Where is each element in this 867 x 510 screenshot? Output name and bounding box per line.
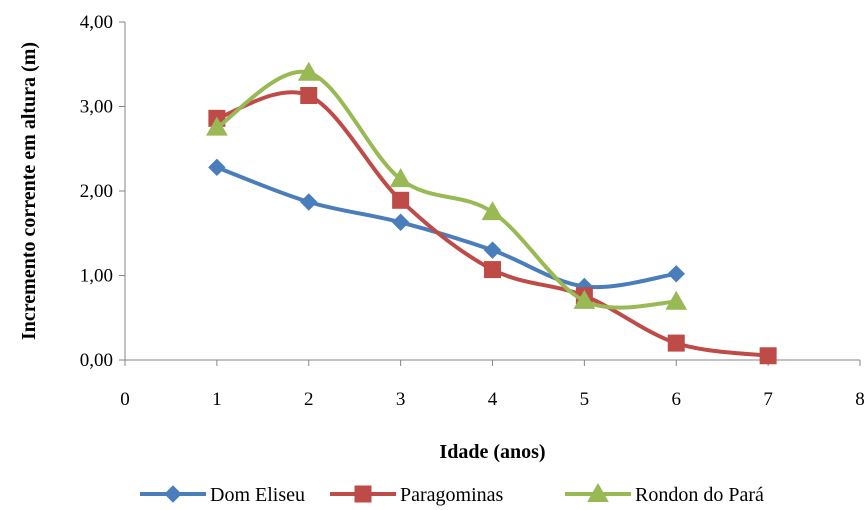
y-tick-label: 2,00: [80, 181, 113, 202]
data-point: [392, 191, 410, 209]
data-point: [206, 116, 228, 136]
axes: 0,00 1,00 2,00 3,00 4,00 0 1 2 3 4 5 6 7 8: [80, 12, 865, 410]
data-point: [665, 290, 688, 310]
data-point: [300, 193, 318, 211]
x-tick-label: 3: [396, 389, 406, 410]
legend-marker: [587, 482, 609, 502]
legend: Dom Eliseu Paragominas Rondon do Pará: [140, 482, 764, 506]
y-tick-label: 4,00: [80, 12, 113, 33]
legend-marker: [164, 485, 182, 503]
data-point: [208, 158, 226, 177]
data-point: [484, 261, 501, 279]
legend-item: Dom Eliseu: [140, 484, 305, 506]
series-rondon-do-pará: [206, 61, 688, 310]
legend-label: Rondon do Pará: [635, 484, 764, 506]
x-axis-title: Idade (anos): [439, 441, 545, 463]
data-point: [297, 61, 320, 81]
legend-label: Dom Eliseu: [210, 484, 305, 506]
series-line: [214, 69, 679, 310]
series-line: [214, 90, 771, 358]
y-axis-ticks: 0,00 1,00 2,00 3,00 4,00: [80, 12, 125, 371]
x-tick-label: 4: [488, 389, 498, 410]
data-point: [759, 347, 777, 365]
data-point: [483, 241, 502, 259]
data-point: [667, 265, 685, 283]
series-paragominas: [208, 87, 777, 365]
x-tick-label: 0: [120, 389, 130, 410]
data-point: [667, 334, 685, 352]
data-point: [300, 87, 318, 105]
data-point: [391, 213, 410, 231]
series-line: [214, 165, 679, 290]
legend-marker: [354, 485, 372, 503]
series-dom-eliseu: [208, 158, 685, 296]
y-axis-title: Incremento corrente em altura (m): [18, 42, 40, 340]
legend-item: Rondon do Pará: [565, 482, 764, 506]
y-tick-label: 3,00: [80, 97, 113, 118]
x-axis-ticks: 0 1 2 3 4 5 6 7 8: [120, 360, 865, 410]
plot-series: [206, 61, 777, 365]
data-point: [573, 289, 596, 309]
x-tick-label: 6: [672, 389, 682, 410]
data-point: [481, 201, 504, 221]
legend-label: Paragominas: [400, 484, 504, 506]
y-tick-label: 0,00: [80, 350, 113, 371]
x-tick-label: 2: [304, 389, 314, 410]
legend-item: Paragominas: [330, 484, 504, 506]
x-tick-label: 7: [763, 389, 773, 410]
x-tick-label: 5: [580, 389, 590, 410]
x-tick-label: 8: [855, 389, 865, 410]
y-tick-label: 1,00: [80, 266, 113, 287]
x-tick-label: 1: [212, 389, 222, 410]
data-point: [389, 168, 412, 188]
